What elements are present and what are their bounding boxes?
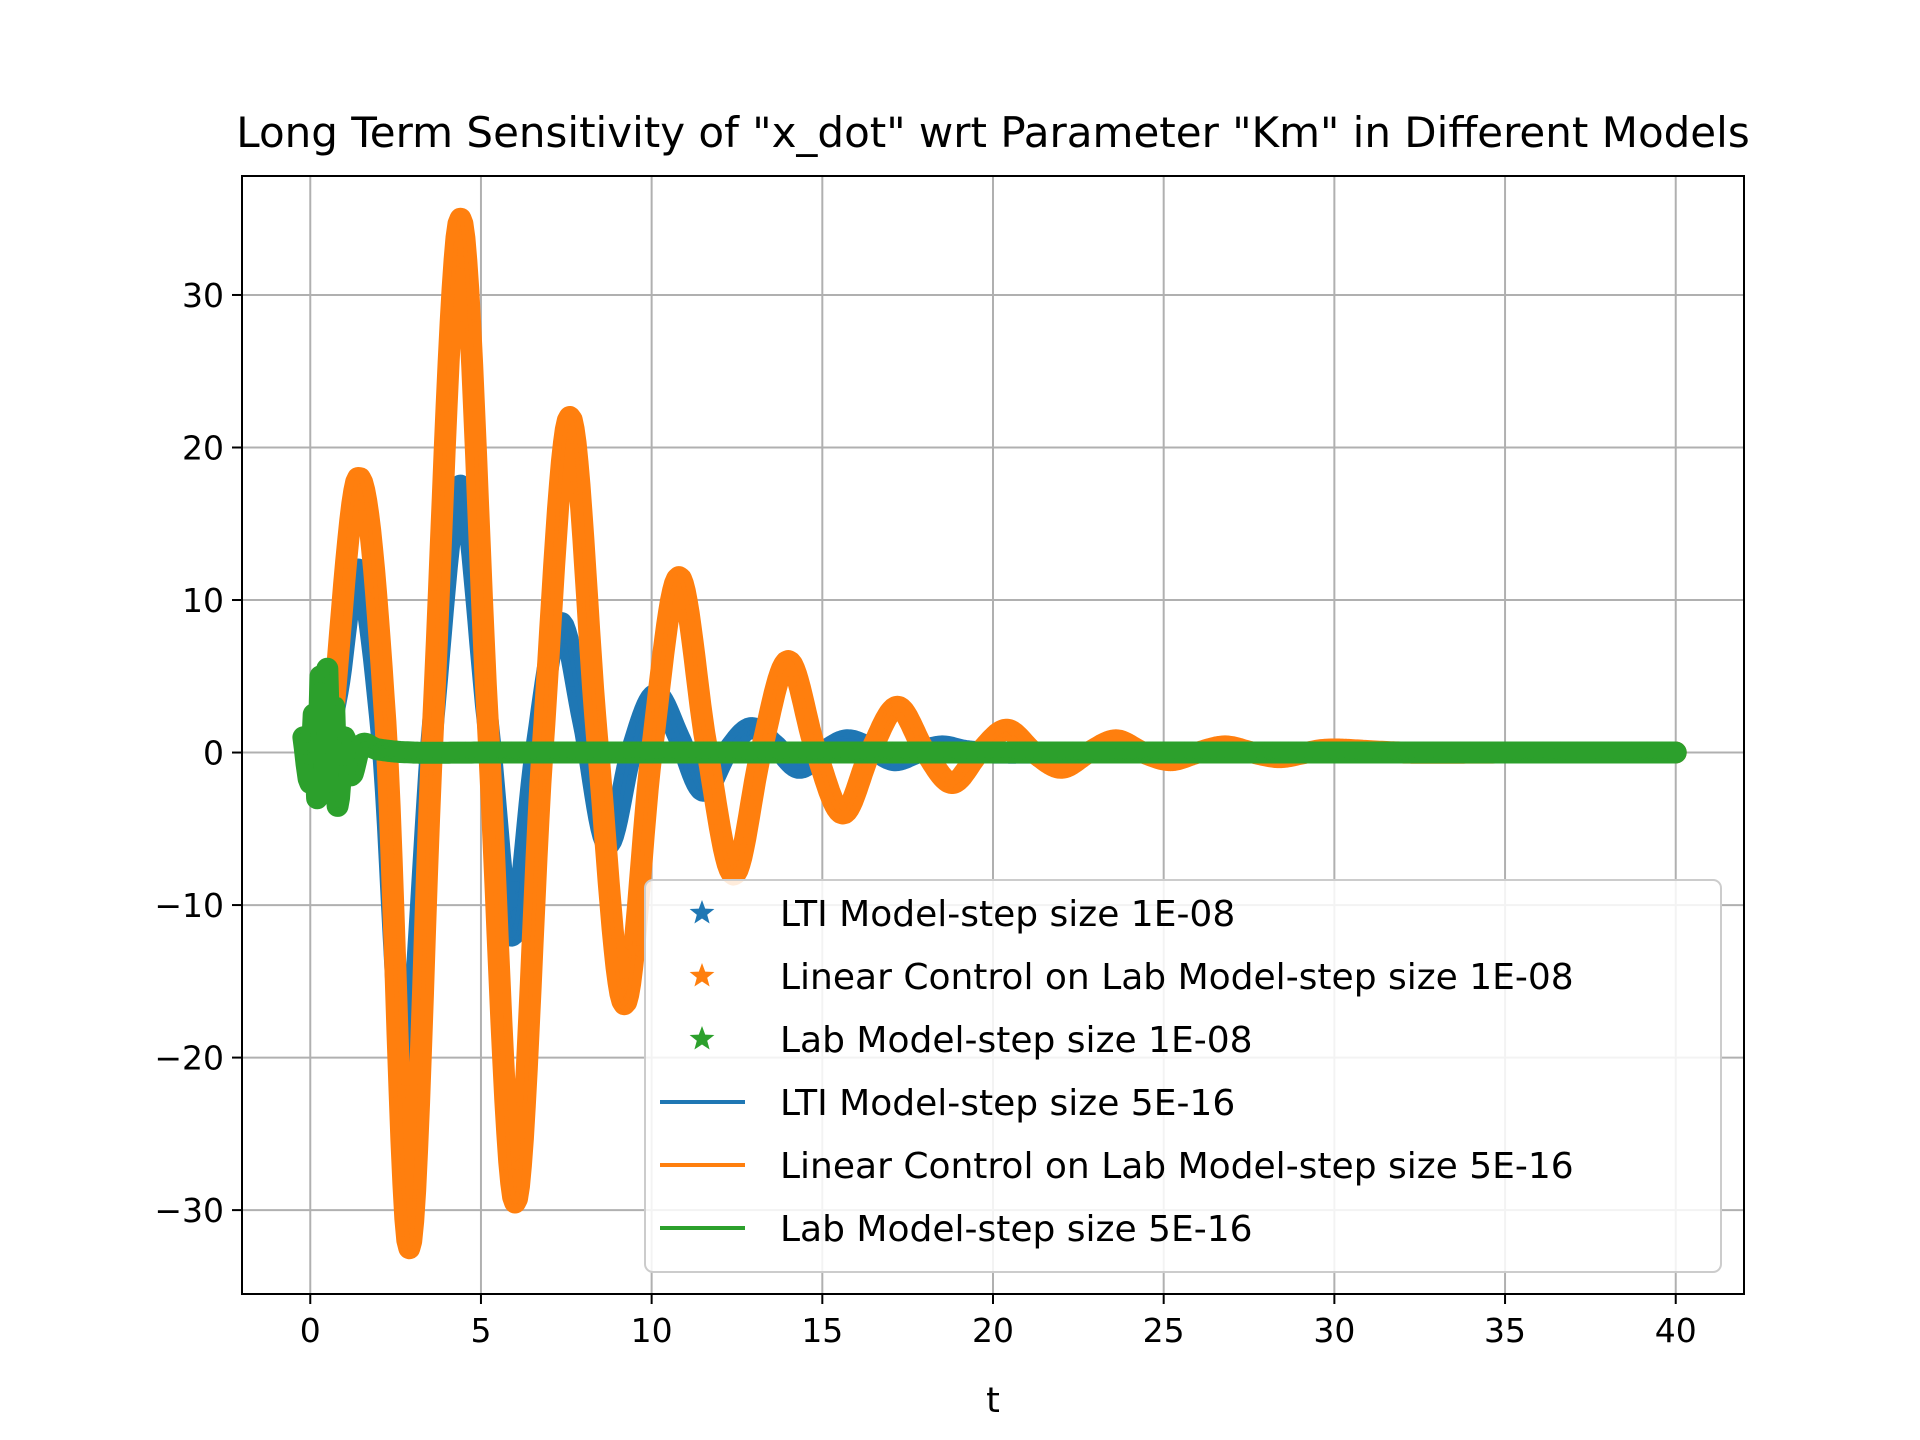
x-tick-label-6: 30 (1313, 1311, 1355, 1350)
legend-label-4: Linear Control on Lab Model-step size 5E… (780, 1146, 1574, 1187)
legend-label-1: Linear Control on Lab Model-step size 1E… (780, 957, 1574, 998)
x-tick-label-4: 20 (972, 1311, 1014, 1350)
legend-label-0: LTI Model-step size 1E-08 (780, 894, 1235, 935)
legend-box (644, 879, 1722, 1273)
y-tick-label-6: 30 (182, 276, 224, 315)
x-tick-label-7: 35 (1484, 1311, 1526, 1350)
x-tick-label-1: 5 (470, 1311, 491, 1350)
legend-marker-0 (689, 900, 715, 924)
x-axis-label: t (986, 1381, 1000, 1421)
series-5-line (301, 666, 1677, 808)
legend-label-5: Lab Model-step size 5E-16 (780, 1209, 1253, 1250)
y-tick-label-4: 10 (182, 581, 224, 620)
y-tick-label-3: 0 (203, 734, 224, 773)
x-tick-label-5: 25 (1143, 1311, 1185, 1350)
x-tick-label-0: 0 (300, 1311, 321, 1350)
chart-title: Long Term Sensitivity of "x_dot" wrt Par… (236, 108, 1749, 157)
legend-label-2: Lab Model-step size 1E-08 (780, 1020, 1253, 1061)
x-tick-label-3: 15 (801, 1311, 843, 1350)
legend: LTI Model-step size 1E-08 Linear Control … (644, 879, 1722, 1273)
legend-marker-2 (689, 1026, 715, 1050)
plot-series (292, 207, 1687, 1260)
series-2-point-0 (293, 726, 314, 747)
legend-marker-1 (689, 963, 715, 987)
y-tick-label-5: 20 (182, 428, 224, 467)
y-tick-label-2: −10 (154, 886, 224, 925)
axis-ticks: 0 5 10 15 20 25 30 35 40 −30 −20 −10 0 10 20 30 (154, 276, 1696, 1350)
x-tick-label-2: 10 (631, 1311, 673, 1350)
y-tick-label-1: −20 (154, 1039, 224, 1078)
legend-label-3: LTI Model-step size 5E-16 (780, 1083, 1235, 1124)
series-5 (301, 666, 1677, 808)
y-tick-label-0: −30 (154, 1191, 224, 1230)
x-tick-label-8: 40 (1655, 1311, 1697, 1350)
